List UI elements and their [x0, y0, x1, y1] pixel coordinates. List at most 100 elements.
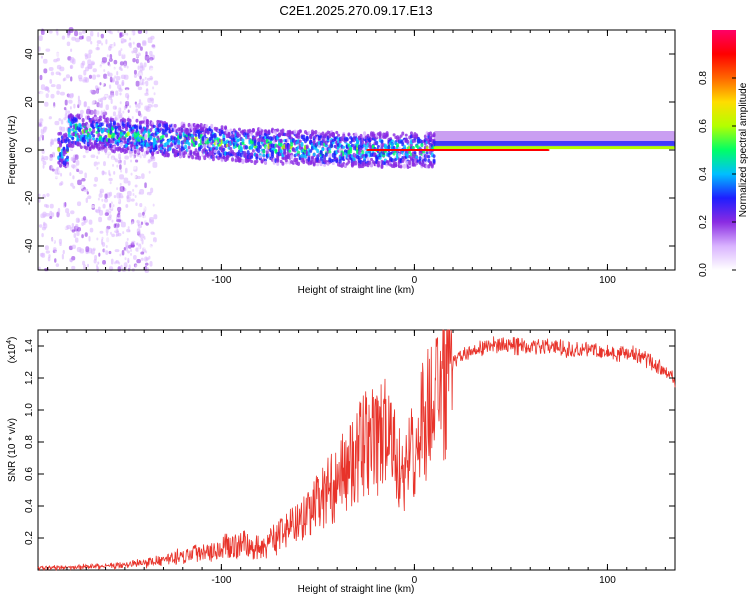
spectrogram-cell: [203, 155, 207, 161]
spectrogram-cell: [119, 96, 125, 102]
spectrogram-cell: [283, 150, 287, 156]
spectrogram-cell: [83, 264, 87, 270]
spectrogram-cell: [229, 146, 233, 151]
y-tick-label: 1.0: [24, 403, 35, 417]
spectrogram-cell: [43, 155, 49, 161]
spectrogram-cell: [71, 157, 75, 162]
spectrogram-cell: [40, 134, 44, 138]
spectrogram-cell: [276, 158, 280, 163]
spectrogram-cell: [136, 258, 141, 264]
spectrogram-cell: [71, 168, 76, 175]
spectrogram-cell: [281, 161, 285, 166]
spectrogram-cell: [136, 242, 139, 246]
spectrogram-cell: [139, 65, 144, 72]
spectrogram-cell: [138, 234, 142, 238]
spectrogram-cell: [137, 110, 141, 116]
spectrogram-cell: [94, 133, 97, 138]
spectrogram-cell: [82, 155, 86, 159]
spectrogram-cell: [108, 245, 112, 251]
spectrogram-cell: [128, 135, 132, 140]
spectrogram-cell: [64, 132, 68, 138]
spectrogram-cell: [103, 73, 108, 79]
spectrogram-cell: [39, 103, 43, 109]
spectrogram-cell: [124, 155, 129, 160]
y-tick-label: 1.2: [24, 371, 35, 385]
spectrogram-cell: [67, 128, 71, 133]
spectrogram-cell: [119, 68, 122, 72]
spectrogram-cell: [105, 244, 108, 248]
spectrogram-cell: [262, 153, 266, 157]
spectrogram-cell: [145, 125, 149, 129]
spectrogram-cell: [366, 133, 370, 138]
spectrogram-cell: [47, 132, 50, 138]
spectrogram-cell: [59, 126, 62, 131]
spectrogram-cell: [46, 193, 50, 197]
spectrogram-cell: [123, 136, 127, 141]
spectrogram-cell: [51, 237, 55, 244]
spectrogram-cell: [83, 101, 87, 107]
spectrogram-cell: [102, 114, 106, 120]
spectrogram-cell: [60, 172, 63, 177]
y-tick-label: 0: [24, 147, 35, 153]
spectrogram-cell: [98, 118, 102, 122]
spectrogram-cell: [88, 219, 93, 225]
spectrogram-cell: [41, 157, 45, 162]
spectrogram-cell: [359, 133, 363, 139]
spectrogram-cell: [140, 238, 143, 242]
spectrogram-cell: [123, 118, 127, 123]
spectrogram-cell: [403, 163, 407, 169]
spectrogram-cell: [101, 101, 104, 105]
spectrogram-cell: [130, 159, 133, 163]
spectrogram-cell: [102, 260, 106, 265]
spectrogram-cell: [125, 100, 130, 107]
spectrogram-cell: [118, 198, 122, 205]
spectrogram-cell: [112, 67, 115, 71]
spectrogram-cell: [76, 230, 80, 237]
spectrogram-cell: [130, 219, 135, 225]
spectrogram-cell: [378, 132, 382, 137]
spectrogram-cell: [107, 182, 112, 187]
spectrogram-cell: [105, 120, 109, 125]
spectrogram-cell: [397, 136, 401, 141]
spectrogram-cell: [411, 145, 415, 150]
spectrogram-cell: [71, 136, 75, 141]
spectrogram-cell: [150, 219, 154, 225]
spectrogram-cell: [111, 219, 114, 223]
spectrogram-cell: [42, 58, 48, 64]
spectrogram-cell: [75, 217, 80, 223]
spectrogram-cell: [135, 47, 138, 51]
spectrogram-cell: [40, 29, 45, 36]
spectrogram-cell: [84, 172, 87, 179]
spectrogram-cell: [141, 78, 145, 82]
spectrogram-cell: [142, 41, 147, 45]
spectrogram-cell: [231, 157, 235, 162]
spectrogram-cell: [126, 190, 132, 197]
spectrogram-cell: [99, 65, 103, 71]
spectrogram-cell: [106, 232, 109, 236]
spectrogram-cell: [94, 255, 97, 261]
spectrogram-cell: [203, 144, 207, 149]
spectrogram-cell: [317, 144, 321, 148]
spectrogram-cell: [433, 146, 675, 150]
spectrogram-cell: [150, 58, 153, 62]
spectrogram-cell: [131, 119, 136, 123]
spectrogram-cell: [93, 245, 98, 249]
spectrogram-cell: [394, 161, 398, 167]
spectrogram-cell: [297, 161, 301, 166]
spectrogram-cell: [187, 145, 191, 150]
spectrogram-cell: [52, 230, 56, 235]
spectrogram-cell: [42, 126, 47, 133]
spectrogram-cell: [145, 51, 148, 57]
spectrogram-cell: [131, 153, 134, 157]
spectrogram-cell: [94, 176, 99, 182]
spectrogram-cell: [251, 127, 255, 133]
spectrogram-cell: [126, 237, 129, 241]
spectrogram-cell: [116, 230, 120, 237]
spectrogram-cell: [92, 68, 97, 73]
spectrogram-cell: [101, 170, 105, 175]
spectrogram-cell: [64, 182, 67, 188]
spectrogram-cell: [44, 245, 49, 251]
spectrogram-cell: [255, 153, 259, 157]
spectrogram-cell: [105, 39, 108, 45]
spectrogram-cell: [65, 155, 69, 160]
